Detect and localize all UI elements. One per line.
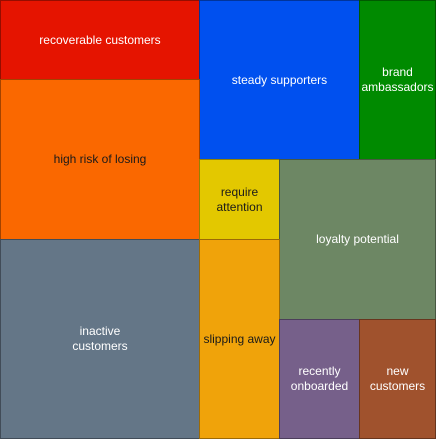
tile-require-attention: require attention xyxy=(199,159,280,240)
tile-inactive-customers: inactive customers xyxy=(0,239,200,439)
tile-recoverable-customers: recoverable customers xyxy=(0,0,200,80)
tile-recently-onboarded: recently onboarded xyxy=(279,319,360,439)
tile-slipping-away: slipping away xyxy=(199,239,280,439)
tile-steady-supporters: steady supporters xyxy=(199,0,360,160)
tile-new-customers: new customers xyxy=(359,319,436,439)
tile-brand-ambassadors: brand ambassadors xyxy=(359,0,436,160)
tile-loyalty-potential: loyalty potential xyxy=(279,159,436,320)
tile-high-risk-of-losing: high risk of losing xyxy=(0,79,200,240)
